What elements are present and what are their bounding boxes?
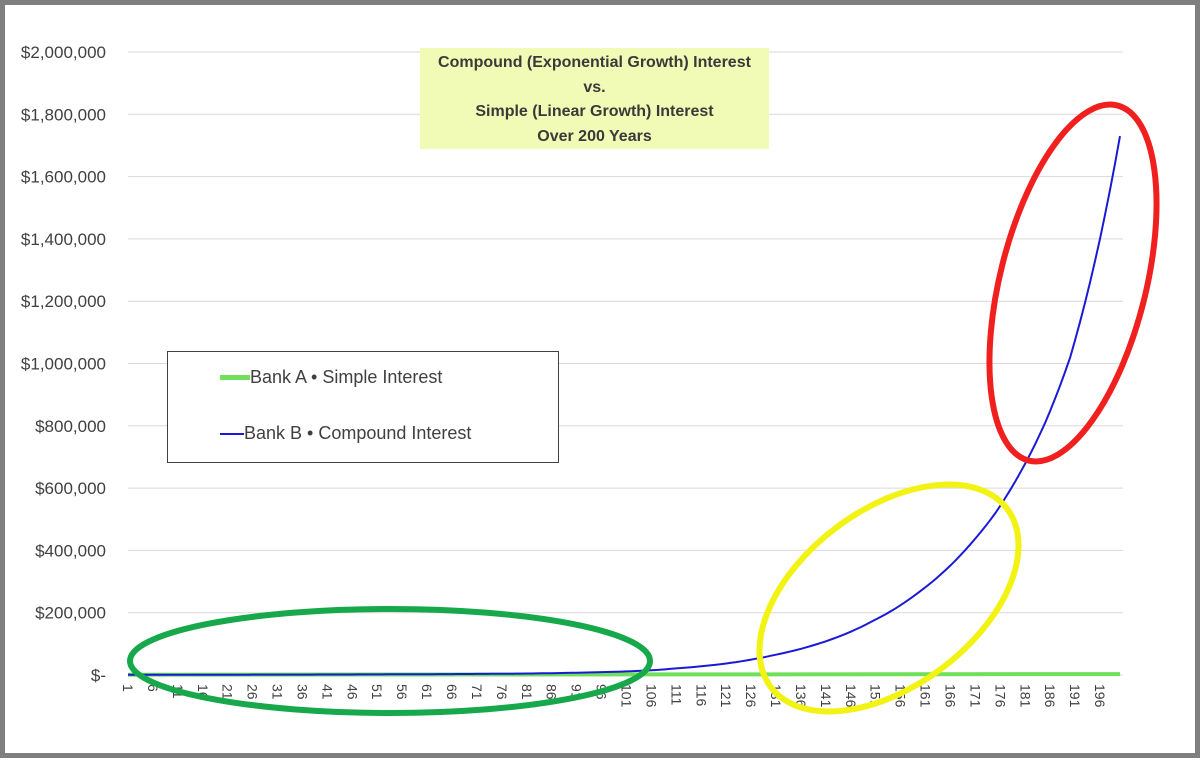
- x-tick-label: 21: [220, 684, 236, 700]
- legend-item-bank-a: Bank A • Simple Interest: [168, 367, 442, 388]
- highlight-ellipse-yellow: [756, 481, 1022, 715]
- x-tick-label: 101: [618, 684, 634, 708]
- x-tick-label: 176: [992, 684, 1008, 708]
- x-tick-label: 186: [1042, 684, 1058, 708]
- x-tick-label: 171: [967, 684, 983, 708]
- x-tick-label: 121: [718, 684, 734, 708]
- title-line-2: vs.: [583, 78, 606, 96]
- y-tick-label: $1,800,000: [21, 105, 106, 124]
- y-tick-label: $800,000: [35, 417, 106, 436]
- x-tick-label: 76: [494, 684, 510, 700]
- highlight-ellipse-red: [986, 101, 1160, 465]
- x-tick-label: 111: [668, 684, 684, 705]
- legend-swatch-bank-b: [220, 432, 244, 435]
- legend-swatch-bank-a: [220, 375, 250, 380]
- x-tick-label: 71: [469, 684, 485, 700]
- legend-label-bank-b: Bank B • Compound Interest: [244, 423, 472, 443]
- chart-title: Compound (Exponential Growth) Interest v…: [420, 48, 769, 149]
- x-tick-label: 66: [444, 684, 460, 700]
- x-tick-label: 146: [843, 684, 859, 708]
- x-tick-label: 51: [369, 684, 385, 700]
- x-tick-label: 61: [419, 684, 435, 700]
- legend-label-bank-a: Bank A • Simple Interest: [250, 367, 443, 387]
- y-tick-label: $1,200,000: [21, 292, 106, 311]
- y-tick-label: $2,000,000: [21, 43, 106, 62]
- x-tick-label: 26: [245, 684, 261, 700]
- x-tick-label: 166: [943, 684, 959, 708]
- x-tick-label: 81: [519, 684, 535, 700]
- series-line-bank-b: [128, 135, 1121, 676]
- x-tick-label: 36: [294, 684, 310, 700]
- x-tick-label: 56: [394, 684, 410, 700]
- x-tick-label: 46: [344, 684, 360, 700]
- x-tick-label: 126: [743, 684, 759, 708]
- x-tick-label: 86: [544, 684, 560, 700]
- y-tick-label: $1,400,000: [21, 230, 106, 249]
- x-tick-label: 1: [120, 684, 136, 692]
- y-axis-ticks: $- $200,000 $400,000 $600,000 $800,000 $1,000…: [21, 43, 106, 685]
- x-tick-label: 106: [643, 684, 659, 708]
- y-tick-label: $1,600,000: [21, 168, 106, 187]
- title-line-3: Simple (Linear Growth) Interest: [475, 103, 714, 120]
- x-tick-label: 41: [319, 684, 335, 700]
- x-tick-label: 136: [793, 684, 809, 708]
- x-tick-label: 196: [1092, 684, 1108, 708]
- y-tick-label: $-: [91, 666, 106, 685]
- x-tick-label: 31: [270, 684, 286, 700]
- title-line-1: Compound (Exponential Growth) Interest: [438, 54, 751, 71]
- y-tick-label: $600,000: [35, 479, 106, 498]
- x-tick-label: 141: [818, 684, 834, 708]
- x-tick-label: 116: [693, 684, 709, 707]
- x-tick-label: 161: [918, 684, 934, 708]
- x-tick-label: 191: [1067, 684, 1083, 708]
- legend-item-bank-b: Bank B • Compound Interest: [168, 423, 471, 444]
- x-tick-label: 181: [1017, 684, 1033, 708]
- y-tick-label: $200,000: [35, 604, 106, 623]
- chart-legend: Bank A • Simple Interest Bank B • Compou…: [167, 351, 559, 463]
- highlight-ellipses: [127, 101, 1160, 716]
- y-tick-label: $400,000: [35, 541, 106, 560]
- series-lines: [127, 135, 1121, 677]
- x-tick-label: 6: [145, 684, 161, 692]
- title-line-4: Over 200 Years: [537, 127, 652, 145]
- y-tick-label: $1,000,000: [21, 355, 106, 374]
- highlight-ellipse-green: [127, 606, 653, 716]
